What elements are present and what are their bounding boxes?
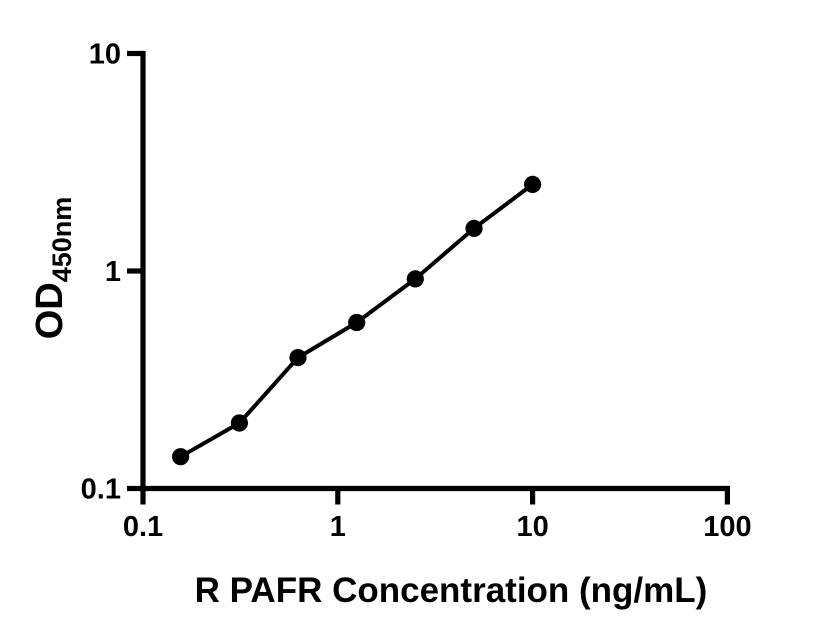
curve-layer — [172, 175, 542, 466]
x-tick-label: 100 — [703, 511, 751, 543]
data-point — [289, 349, 307, 367]
y-axis-title-main: OD — [29, 282, 71, 339]
y-axis-title: OD450nm — [29, 197, 77, 340]
data-point — [465, 219, 483, 237]
y-tick-label: 1 — [105, 256, 121, 288]
data-point — [348, 313, 366, 332]
x-tick-label: 1 — [330, 511, 346, 543]
axes-layer — [127, 50, 731, 505]
data-point — [524, 175, 542, 193]
y-tick-label: 0.1 — [81, 474, 121, 506]
y-axis-title-sub: 450nm — [47, 197, 77, 283]
data-point — [230, 414, 248, 432]
data-point — [406, 270, 424, 288]
tick-label-layer: 0.1 1 10 0.1 1 10 100 — [81, 39, 752, 544]
x-axis-title: R PAFR Concentration (ng/mL) — [195, 571, 708, 610]
data-point — [172, 448, 190, 466]
x-tick-label: 10 — [516, 511, 548, 543]
x-tick-label: 0.1 — [123, 511, 163, 543]
y-tick-label: 10 — [89, 39, 121, 71]
